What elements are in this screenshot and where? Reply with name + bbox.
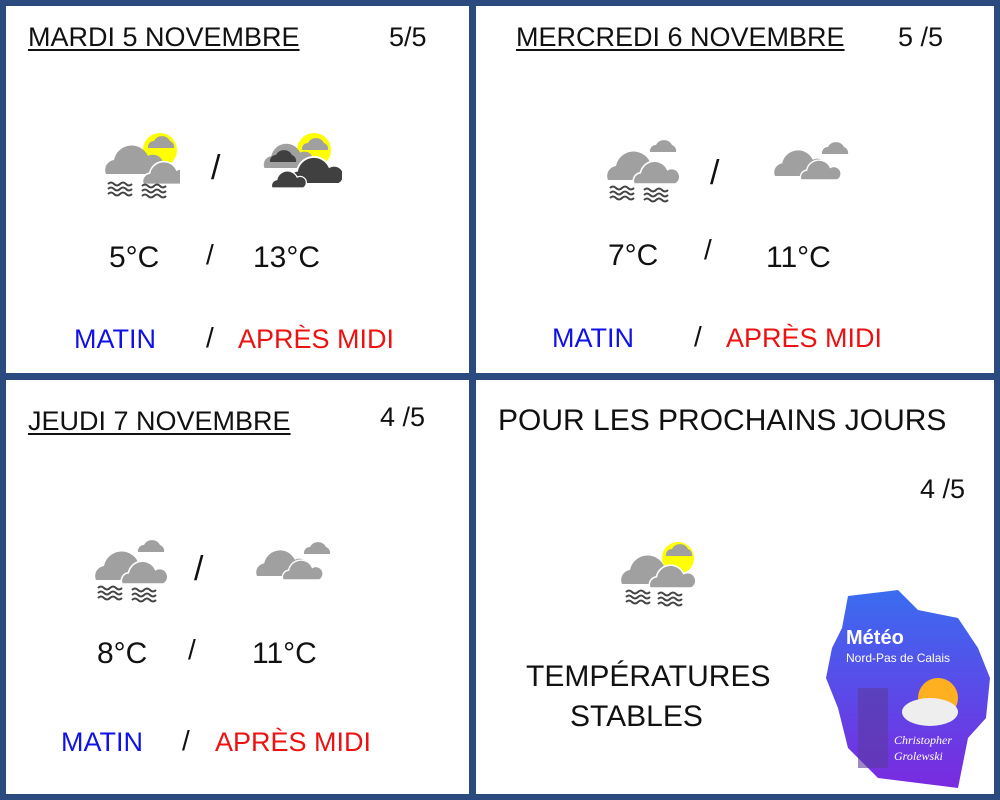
separator: / xyxy=(206,239,214,270)
separator: / xyxy=(182,725,190,756)
outlook-line-2: STABLES xyxy=(570,700,703,733)
fog-cloud-sun-icon xyxy=(105,133,180,199)
temp-morning: 5°C xyxy=(109,241,160,274)
day-score: 4 /5 xyxy=(380,402,426,432)
separator: / xyxy=(188,634,196,665)
separator: / xyxy=(206,322,214,353)
separator: / xyxy=(694,321,702,352)
label-morning: MATIN xyxy=(61,727,143,757)
label-morning: MATIN xyxy=(552,323,634,353)
fog-clouds-icon xyxy=(607,140,681,203)
day-score: 5/5 xyxy=(389,22,427,52)
svg-text:Météo: Météo xyxy=(846,627,904,649)
day-panel-1: MARDI 5 NOVEMBRE 5/5 / 5°C / 13°C MATIN … xyxy=(6,6,469,373)
svg-text:Grolewski: Grolewski xyxy=(894,749,943,763)
separator: / xyxy=(211,149,221,187)
day-panel-2: MERCREDI 6 NOVEMBRE 5 /5 / 7°C / 11°C MA… xyxy=(476,6,994,373)
day-title: MARDI 5 NOVEMBRE xyxy=(28,22,300,52)
label-morning: MATIN xyxy=(74,324,156,354)
temp-afternoon: 13°C xyxy=(253,241,321,274)
fog-clouds-icon xyxy=(95,540,169,603)
temp-morning: 7°C xyxy=(608,239,659,272)
day-title: JEUDI 7 NOVEMBRE xyxy=(28,406,291,436)
separator: / xyxy=(710,154,720,192)
svg-text:Nord-Pas de Calais: Nord-Pas de Calais xyxy=(846,651,950,665)
temp-morning: 8°C xyxy=(97,637,148,670)
separator: / xyxy=(194,550,204,588)
fog-cloud-sun-icon xyxy=(621,542,696,607)
separator: / xyxy=(704,234,712,265)
outlook-panel: POUR LES PROCHAINS JOURS 4 /5 TEMPÉRATUR… xyxy=(476,380,994,794)
clouds-icon xyxy=(774,142,849,181)
clouds-icon xyxy=(256,542,331,581)
day-panel-3: JEUDI 7 NOVEMBRE 4 /5 / 8°C / 11°C MATIN… xyxy=(6,380,469,794)
outlook-line-1: TEMPÉRATURES xyxy=(526,660,771,693)
outlook-score: 4 /5 xyxy=(920,474,966,504)
label-afternoon: APRÈS MIDI xyxy=(215,727,372,757)
dark-clouds-sun-icon xyxy=(263,133,342,189)
meteo-logo: Météo Nord-Pas de Calais Christopher Gro… xyxy=(826,590,990,788)
day-score: 5 /5 xyxy=(898,22,944,52)
label-afternoon: APRÈS MIDI xyxy=(238,324,395,354)
temp-afternoon: 11°C xyxy=(252,637,317,670)
temp-afternoon: 11°C xyxy=(766,241,831,274)
label-afternoon: APRÈS MIDI xyxy=(726,323,883,353)
outlook-title: POUR LES PROCHAINS JOURS xyxy=(498,404,947,437)
day-title: MERCREDI 6 NOVEMBRE xyxy=(516,22,845,52)
svg-text:Christopher: Christopher xyxy=(894,733,952,747)
